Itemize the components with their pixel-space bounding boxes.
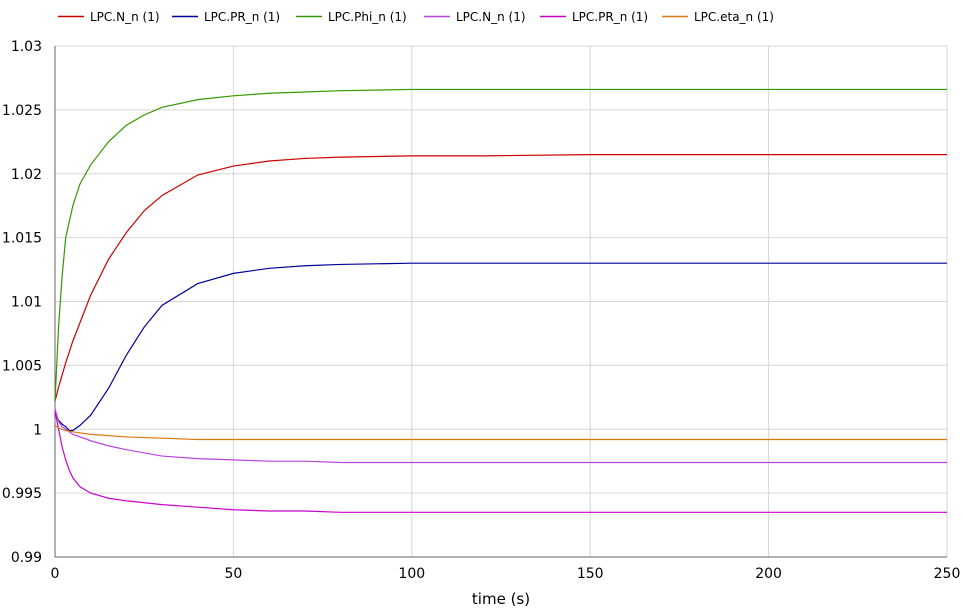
y-tick-label: 1.015 (2, 231, 42, 247)
series-line-5[interactable] (54, 411, 947, 513)
legend-entry: LPC.PR_n (1) (572, 10, 648, 24)
grid-lines (55, 45, 948, 557)
x-tick-label: 250 (934, 566, 961, 582)
y-tick-label: 1.005 (2, 358, 42, 374)
legend-entry: LPC.Phi_n (1) (328, 10, 407, 24)
legend-entry: LPC.N_n (1) (456, 10, 526, 24)
axes (54, 46, 947, 558)
y-tick-label: 1.025 (2, 103, 42, 119)
legend: LPC.N_n (1) LPC.PR_n (1) LPC.Phi_n (1) LPC.… (58, 10, 774, 24)
series-line-3[interactable] (54, 88, 947, 402)
tick-labels: 0.99 0.995 1 1.005 1.01 1.015 1.02 1.025 1.03 0 50… (2, 39, 960, 582)
series-line-1[interactable] (54, 153, 947, 402)
legend-entry: LPC.eta_n (1) (694, 10, 774, 24)
y-tick-label: 0.99 (11, 550, 42, 566)
x-tick-label: 50 (224, 566, 242, 582)
series-line-2[interactable] (54, 262, 947, 432)
y-tick-label: 1 (33, 422, 42, 438)
series-line-4[interactable] (54, 408, 947, 464)
x-tick-label: 200 (755, 566, 782, 582)
legend-entry: LPC.N_n (1) (90, 10, 160, 24)
y-tick-label: 1.02 (11, 167, 42, 183)
y-tick-label: 1.01 (11, 295, 42, 311)
series-lines (54, 88, 947, 513)
y-tick-label: 1.03 (11, 39, 42, 55)
x-tick-label: 0 (51, 566, 60, 582)
legend-entry: LPC.PR_n (1) (204, 10, 280, 24)
x-tick-label: 150 (577, 566, 604, 582)
x-axis-label: time (s) (472, 590, 530, 608)
x-tick-label: 100 (398, 566, 425, 582)
y-tick-label: 0.995 (2, 486, 42, 502)
series-line-6[interactable] (54, 424, 947, 441)
